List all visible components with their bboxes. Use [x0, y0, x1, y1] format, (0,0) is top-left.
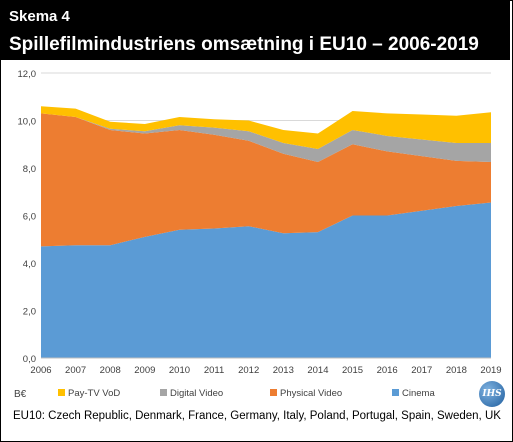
legend-swatch-digital-video: [160, 389, 167, 396]
x-tick-label: 2012: [238, 365, 259, 376]
legend-label-pay-tv-vod: Pay-TV VoD: [68, 388, 120, 399]
area-chart: 0,0 2,0 4,0 6,0 8,0 10,0 12,0 2006 2007 2008 2009 2…: [14, 69, 502, 400]
header-banner: Skema 4 Spillefilmindustriens omsætning …: [1, 1, 510, 60]
y-tick-label: 4,0: [23, 259, 36, 270]
x-tick-label: 2015: [342, 365, 363, 376]
area-pay-tv-vod: [41, 106, 491, 149]
x-tick-label: 2019: [480, 365, 501, 376]
area-digital-video: [41, 113, 491, 163]
x-tick-label: 2014: [307, 365, 328, 376]
legend-swatch-pay-tv-vod: [58, 389, 65, 396]
area-physical-video: [41, 113, 491, 247]
x-tick-label: 2011: [204, 365, 224, 376]
ihs-logo: IHS: [479, 381, 505, 407]
y-tick-label: 8,0: [23, 164, 36, 175]
footnote: EU10: Czech Republic, Denmark, France, G…: [13, 410, 501, 422]
legend-unit: B€: [14, 389, 27, 400]
x-tick-label: 2013: [273, 365, 294, 376]
legend-label-physical-video: Physical Video: [280, 388, 342, 399]
x-tick-label: 2007: [65, 365, 86, 376]
x-tick-label: 2016: [377, 365, 398, 376]
x-tick-label: 2006: [30, 365, 51, 376]
y-tick-label: 12,0: [18, 69, 37, 80]
y-tick-label: 10,0: [18, 117, 37, 128]
legend-label-digital-video: Digital Video: [170, 388, 223, 399]
x-tick-label: 2017: [411, 365, 432, 376]
y-tick-label: 2,0: [23, 307, 36, 318]
x-tick-label: 2009: [134, 365, 155, 376]
area-cinema: [41, 202, 491, 358]
x-tick-label: 2018: [446, 365, 467, 376]
chart-title: Spillefilmindustriens omsætning i EU10 –…: [9, 34, 479, 55]
y-tick-label: 0,0: [23, 354, 36, 365]
y-tick-label: 6,0: [23, 212, 36, 223]
legend-label-cinema: Cinema: [402, 388, 435, 399]
legend-swatch-physical-video: [270, 389, 277, 396]
chart-kicker: Skema 4: [9, 8, 70, 25]
x-tick-label: 2010: [169, 365, 190, 376]
legend-swatch-cinema: [392, 389, 399, 396]
x-tick-label: 2008: [100, 365, 121, 376]
